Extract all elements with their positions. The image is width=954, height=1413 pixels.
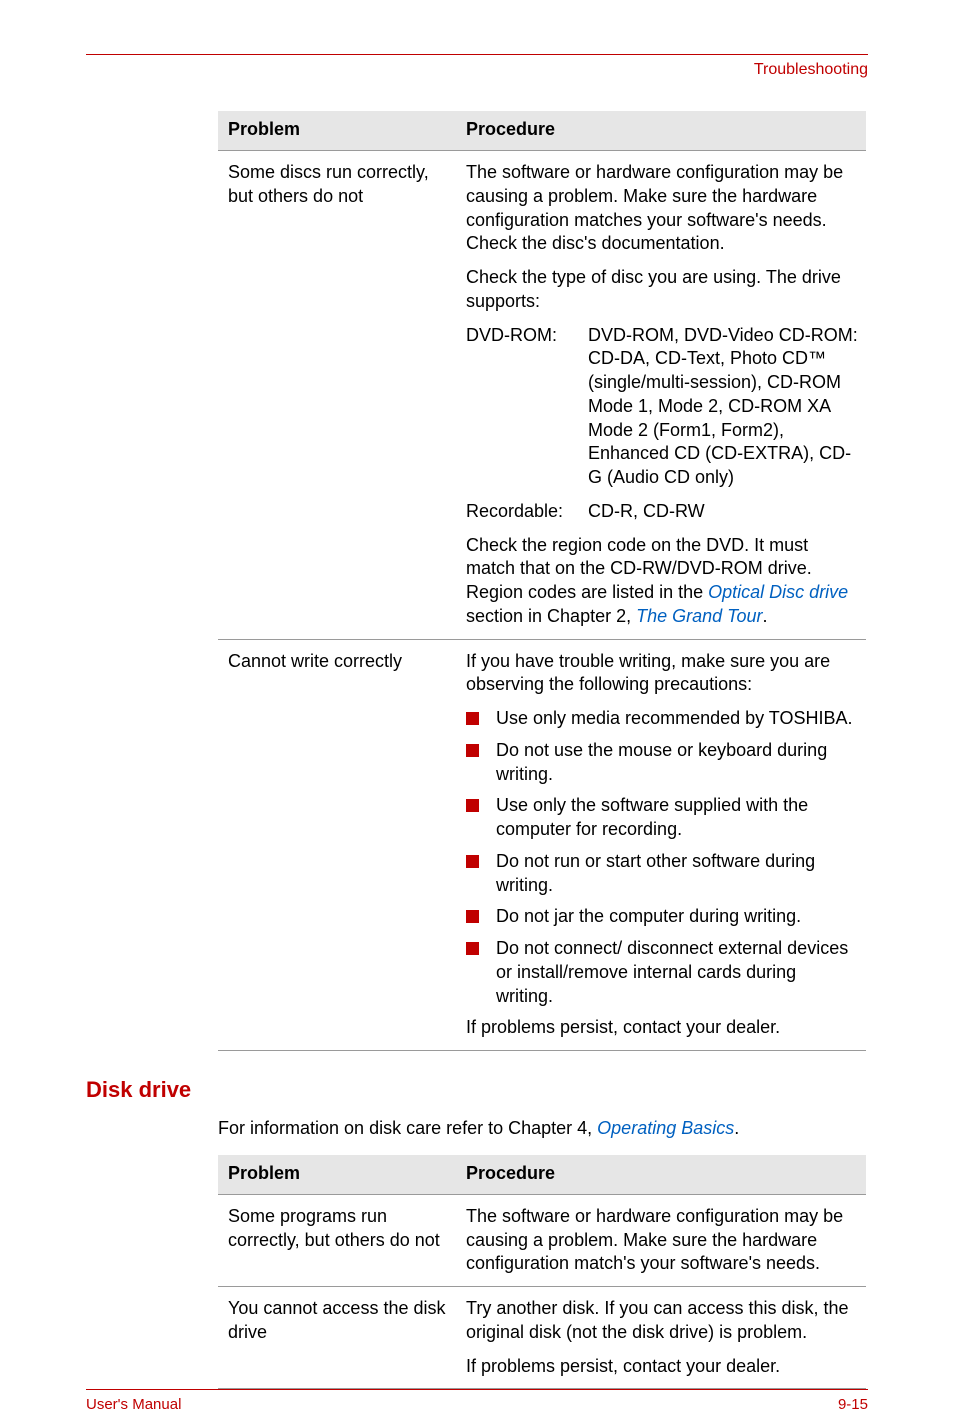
link-operating-basics[interactable]: Operating Basics	[597, 1118, 734, 1138]
text: .	[734, 1118, 739, 1138]
table-row: Some programs run correctly, but others …	[218, 1194, 866, 1286]
table-header-row: Problem Procedure	[218, 111, 866, 151]
precautions-list: Use only media recommended by TOSHIBA. D…	[466, 707, 858, 1008]
square-bullet-icon	[466, 942, 479, 955]
support-row-recordable: Recordable: CD-R, CD-RW	[466, 500, 858, 524]
footer-right: 9-15	[838, 1396, 868, 1413]
link-optical-disc-drive[interactable]: Optical Disc drive	[708, 582, 848, 602]
procedure-cell: If you have trouble writing, make sure y…	[456, 639, 866, 1051]
list-text: Use only media recommended by TOSHIBA.	[496, 708, 853, 728]
paragraph: Check the region code on the DVD. It mus…	[466, 534, 858, 629]
procedure-cell: The software or hardware configuration m…	[456, 1194, 866, 1286]
paragraph: Check the type of disc you are using. Th…	[466, 266, 858, 314]
list-text: Do not jar the computer during writing.	[496, 906, 801, 926]
square-bullet-icon	[466, 744, 479, 757]
text: For information on disk care refer to Ch…	[218, 1118, 597, 1138]
footer-left: User's Manual	[86, 1396, 181, 1413]
table-header-row: Problem Procedure	[218, 1155, 866, 1195]
list-text: Use only the software supplied with the …	[496, 795, 808, 839]
page-footer: User's Manual 9-15	[86, 1389, 868, 1413]
table-row: Cannot write correctly If you have troub…	[218, 639, 866, 1051]
troubleshooting-table-1: Problem Procedure Some discs run correct…	[218, 111, 866, 1051]
support-label: DVD-ROM:	[466, 324, 588, 490]
list-text: Do not connect/ disconnect external devi…	[496, 938, 848, 1006]
problem-cell: Some discs run correctly, but others do …	[218, 151, 456, 640]
support-value: CD-R, CD-RW	[588, 500, 858, 524]
paragraph: Try another disk. If you can access this…	[466, 1297, 858, 1345]
list-item: Do not run or start other software durin…	[466, 850, 858, 898]
list-item: Do not jar the computer during writing.	[466, 905, 858, 929]
list-text: Do not run or start other software durin…	[496, 851, 815, 895]
link-the-grand-tour[interactable]: The Grand Tour	[636, 606, 762, 626]
list-item: Do not connect/ disconnect external devi…	[466, 937, 858, 1008]
procedure-cell: The software or hardware configuration m…	[456, 151, 866, 640]
support-row-dvdrom: DVD-ROM: DVD-ROM, DVD-Video CD-ROM: CD-D…	[466, 324, 858, 490]
paragraph: If problems persist, contact your dealer…	[466, 1016, 858, 1040]
list-item: Use only media recommended by TOSHIBA.	[466, 707, 858, 731]
table-row: Some discs run correctly, but others do …	[218, 151, 866, 640]
paragraph: If you have trouble writing, make sure y…	[466, 650, 858, 698]
section-heading-disk-drive: Disk drive	[86, 1077, 868, 1103]
troubleshooting-table-2: Problem Procedure Some programs run corr…	[218, 1155, 866, 1390]
col-header-problem: Problem	[218, 1155, 456, 1195]
list-text: Do not use the mouse or keyboard during …	[496, 740, 827, 784]
paragraph: The software or hardware configuration m…	[466, 161, 858, 256]
page-content: Problem Procedure Some discs run correct…	[86, 111, 868, 1389]
paragraph: If problems persist, contact your dealer…	[466, 1355, 858, 1379]
table-row: You cannot access the disk drive Try ano…	[218, 1287, 866, 1389]
square-bullet-icon	[466, 910, 479, 923]
support-label: Recordable:	[466, 500, 588, 524]
header-rule	[86, 54, 868, 55]
col-header-procedure: Procedure	[456, 111, 866, 151]
square-bullet-icon	[466, 712, 479, 725]
problem-cell: Some programs run correctly, but others …	[218, 1194, 456, 1286]
section-intro: For information on disk care refer to Ch…	[218, 1117, 868, 1141]
problem-cell: Cannot write correctly	[218, 639, 456, 1051]
running-header: Troubleshooting	[86, 61, 868, 79]
text: .	[763, 606, 768, 626]
problem-cell: You cannot access the disk drive	[218, 1287, 456, 1389]
support-value: DVD-ROM, DVD-Video CD-ROM: CD-DA, CD-Tex…	[588, 324, 858, 490]
list-item: Do not use the mouse or keyboard during …	[466, 739, 858, 787]
list-item: Use only the software supplied with the …	[466, 794, 858, 842]
square-bullet-icon	[466, 799, 479, 812]
col-header-problem: Problem	[218, 111, 456, 151]
col-header-procedure: Procedure	[456, 1155, 866, 1195]
procedure-cell: Try another disk. If you can access this…	[456, 1287, 866, 1389]
square-bullet-icon	[466, 855, 479, 868]
text: section in Chapter 2,	[466, 606, 636, 626]
